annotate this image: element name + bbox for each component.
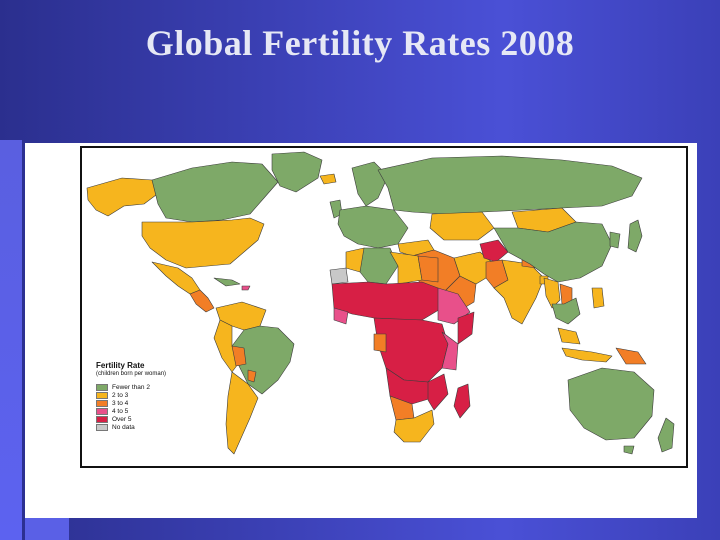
region-papua [615,347,647,365]
region-peru-bolivia [213,319,239,373]
region-myanmar [543,277,561,309]
region-mozambique [427,373,449,411]
legend-swatch [96,423,108,431]
region-china [493,221,613,283]
region-korea [609,231,621,249]
legend-item: 4 to 5 [96,407,206,415]
region-new-zealand [657,417,675,453]
region-thailand-vietnam [551,297,581,325]
region-central-africa [373,317,449,383]
region-alaska [86,177,161,217]
region-russia [377,155,643,215]
legend-label: Over 5 [112,415,132,423]
region-canada [151,161,279,223]
region-madagascar [453,383,471,419]
panel-strip [25,518,69,540]
legend-items: Fewer than 2 2 to 3 3 to 4 4 to 5 Over 5… [96,383,206,431]
region-australia [567,367,655,441]
region-western-sahara [329,267,349,285]
slide-title: Global Fertility Rates 2008 [145,23,575,63]
legend-label: No data [112,423,135,431]
region-cuba [213,277,241,287]
legend-item: Over 5 [96,415,206,423]
legend-title: Fertility Rate [96,361,145,370]
legend-label: Fewer than 2 [112,383,150,391]
legend-swatch [96,407,108,415]
legend-item: No data [96,423,206,431]
region-egypt [417,255,439,283]
region-argentina-chile [225,371,259,455]
region-libya [389,251,423,285]
region-haiti [241,285,251,291]
region-iceland [319,173,337,185]
legend-label: 4 to 5 [112,407,129,415]
legend-item: 2 to 3 [96,391,206,399]
legend-subtitle: (children born per woman) [96,371,167,377]
region-usa [141,217,265,269]
region-scandinavia [351,161,389,207]
legend-swatch [96,415,108,423]
region-greenland [271,151,323,193]
map-svg [86,151,675,455]
region-kazakhstan [429,211,495,241]
region-somalia [457,311,475,345]
region-indonesia [561,347,613,363]
region-gabon-congo [373,333,387,353]
region-tasmania [623,445,635,455]
region-west-coast-pink [333,307,349,325]
region-philippines [591,287,605,309]
region-india [493,259,545,325]
legend-item: Fewer than 2 [96,383,206,391]
accent-bar [0,140,22,540]
region-afghanistan [479,239,509,263]
region-japan [627,219,643,253]
region-bolivia [231,345,247,367]
region-malaysia [557,327,581,345]
legend-swatch [96,391,108,399]
world-map: Fertility Rate (children born per woman)… [80,146,688,468]
legend-item: 3 to 4 [96,399,206,407]
legend-swatch [96,399,108,407]
region-central-america [189,289,215,313]
region-europe [337,205,409,249]
legend-label: 2 to 3 [112,391,129,399]
region-paraguay [247,369,257,383]
map-legend: Fertility Rate (children born per woman)… [96,361,206,431]
region-sahel [331,281,443,321]
region-southern-africa [393,409,435,443]
legend-label: 3 to 4 [112,399,129,407]
region-kenya-tanzania [441,331,459,371]
legend-swatch [96,383,108,391]
